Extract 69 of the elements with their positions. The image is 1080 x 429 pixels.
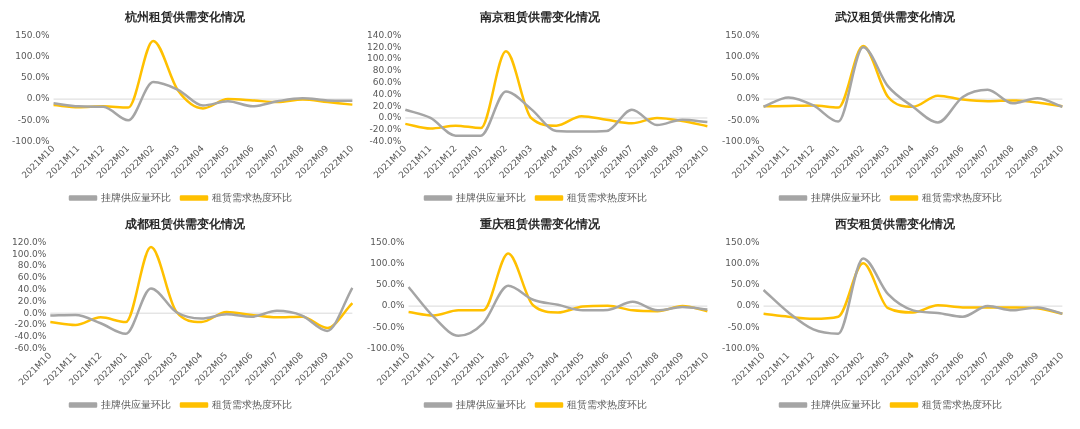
y-tick-label: 80.0% bbox=[372, 65, 402, 76]
y-tick-label: 0.0% bbox=[23, 307, 47, 318]
y-tick-label: -20.0% bbox=[369, 124, 402, 135]
y-tick-label: 60.0% bbox=[372, 76, 402, 87]
y-tick-label: 150.0% bbox=[725, 29, 760, 40]
y-tick-label: 0.0% bbox=[736, 300, 760, 311]
line-series bbox=[762, 257, 1064, 335]
y-tick-label: -60.0% bbox=[14, 342, 47, 353]
y-tick-label: 0.0% bbox=[26, 93, 50, 104]
y-tick-label: 40.0% bbox=[17, 283, 47, 294]
y-tick-label: 150.0% bbox=[370, 236, 405, 247]
y-tick-label: 80.0% bbox=[17, 260, 47, 271]
line-series bbox=[407, 284, 709, 338]
y-tick-label: -50.0% bbox=[372, 321, 406, 332]
chart-title: 杭州租赁供需变化情况 bbox=[125, 9, 245, 26]
line-series bbox=[762, 46, 1064, 124]
y-tick-label: 100.0% bbox=[725, 257, 760, 268]
y-tick-label: 0.0% bbox=[378, 112, 402, 123]
chart-title: 重庆租赁供需变化情况 bbox=[480, 216, 600, 233]
y-tick-label: 50.0% bbox=[730, 279, 761, 290]
y-tick-label: -40.0% bbox=[369, 135, 402, 146]
y-tick-label: 0.0% bbox=[736, 93, 760, 104]
y-tick-label: 50.0% bbox=[375, 279, 406, 290]
y-tick-label: 140.0% bbox=[366, 29, 402, 40]
legend-label: 挂牌供应量环比 bbox=[456, 191, 526, 203]
line-series bbox=[49, 286, 354, 336]
legend-label: 租赁需求热度环比 bbox=[922, 191, 1002, 203]
legend-label: 租赁需求热度环比 bbox=[567, 398, 647, 410]
y-tick-label: 150.0% bbox=[15, 29, 50, 40]
chart-title: 南京租赁供需变化情况 bbox=[480, 9, 600, 26]
legend-label: 租赁需求热度环比 bbox=[212, 398, 292, 410]
line-series bbox=[52, 80, 354, 122]
y-tick-label: 20.0% bbox=[17, 295, 47, 306]
y-tick-label: -50.0% bbox=[727, 114, 761, 125]
y-tick-label: 100.0% bbox=[370, 257, 405, 268]
chart-title: 武汉租赁供需变化情况 bbox=[835, 9, 955, 26]
legend-label: 租赁需求热度环比 bbox=[567, 191, 647, 203]
y-tick-label: 150.0% bbox=[725, 236, 760, 247]
y-tick-label: -100.0% bbox=[11, 135, 50, 146]
y-tick-label: -100.0% bbox=[721, 342, 760, 353]
legend-label: 挂牌供应量环比 bbox=[811, 398, 881, 410]
y-tick-label: 100.0% bbox=[15, 50, 50, 61]
y-tick-label: -50.0% bbox=[17, 114, 51, 125]
legend-label: 挂牌供应量环比 bbox=[811, 191, 881, 203]
y-tick-label: 100.0% bbox=[725, 50, 760, 61]
legend-label: 租赁需求热度环比 bbox=[212, 191, 292, 203]
y-tick-label: -40.0% bbox=[14, 331, 47, 342]
y-tick-label: 120.0% bbox=[11, 236, 47, 247]
y-tick-label: 0.0% bbox=[381, 300, 405, 311]
y-tick-label: 20.0% bbox=[372, 100, 402, 111]
y-tick-label: 120.0% bbox=[366, 41, 402, 52]
y-tick-label: 60.0% bbox=[17, 272, 47, 283]
chart-title: 西安租赁供需变化情况 bbox=[835, 216, 955, 233]
y-tick-label: 50.0% bbox=[730, 72, 761, 83]
legend-label: 挂牌供应量环比 bbox=[101, 191, 171, 203]
line-series bbox=[404, 50, 709, 130]
legend-label: 挂牌供应量环比 bbox=[456, 398, 526, 410]
chart-title: 成都租赁供需变化情况 bbox=[125, 216, 245, 233]
y-tick-label: 100.0% bbox=[11, 248, 47, 259]
y-tick-label: -50.0% bbox=[727, 321, 761, 332]
y-tick-label: 50.0% bbox=[20, 72, 51, 83]
line-series bbox=[404, 90, 709, 137]
y-tick-label: 40.0% bbox=[372, 88, 402, 99]
y-tick-label: -100.0% bbox=[366, 342, 405, 353]
y-tick-label: -100.0% bbox=[721, 135, 760, 146]
legend-label: 租赁需求热度环比 bbox=[922, 398, 1002, 410]
legend-label: 挂牌供应量环比 bbox=[101, 398, 171, 410]
y-tick-label: 100.0% bbox=[366, 53, 402, 64]
y-tick-label: -20.0% bbox=[14, 319, 47, 330]
